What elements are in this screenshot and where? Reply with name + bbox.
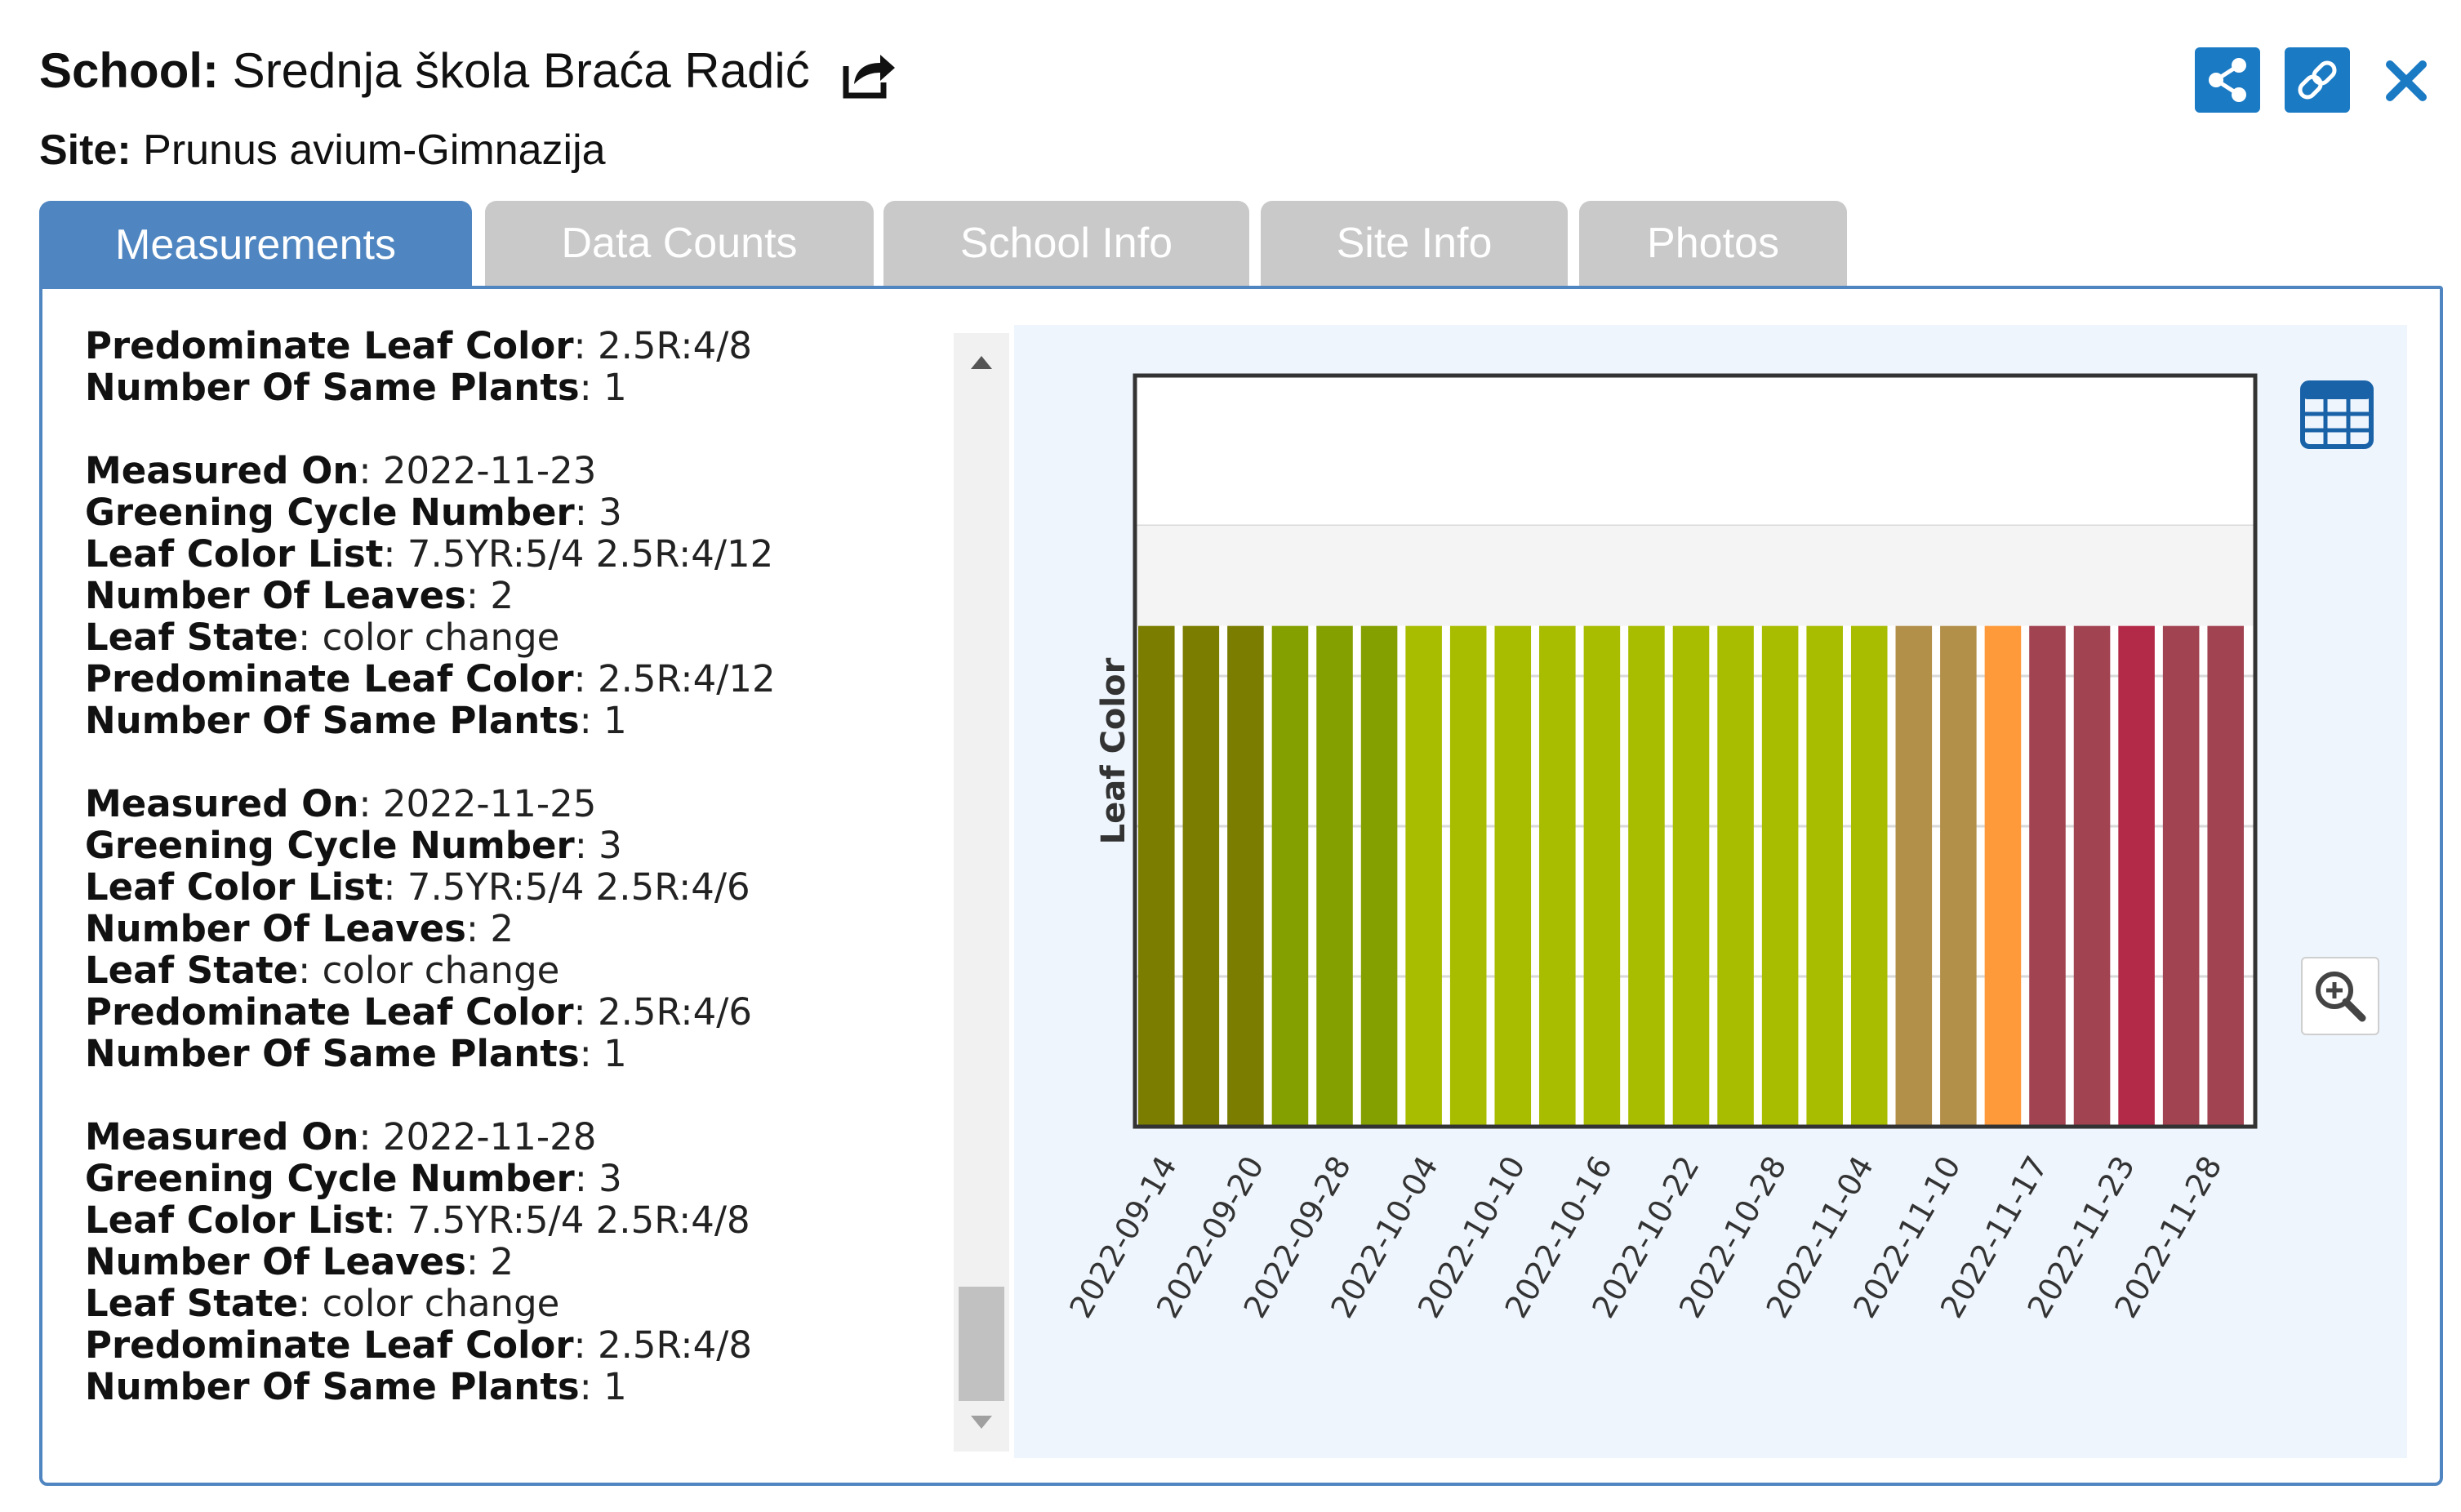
tab-school-info[interactable]: School Info: [883, 201, 1249, 286]
bar[interactable]: [1138, 625, 1175, 1127]
record-row: Number Of Leaves: 2: [85, 574, 514, 617]
tab-measurements[interactable]: Measurements: [39, 201, 472, 289]
school-label: School:: [39, 43, 219, 98]
scrollbar-thumb[interactable]: [959, 1287, 1004, 1401]
record-row: Predominate Leaf Color: 2.5R:4/8: [85, 1323, 753, 1367]
bar[interactable]: [1182, 625, 1220, 1127]
close-icon: [2386, 60, 2427, 101]
record-row: Predominate Leaf Color: 2.5R:4/8: [85, 325, 753, 367]
record-row: Measured On: 2022-11-23: [85, 449, 597, 492]
bar[interactable]: [1806, 625, 1843, 1127]
records-scrollbar[interactable]: [954, 333, 1009, 1452]
tab-data-counts[interactable]: Data Counts: [485, 201, 874, 286]
table-icon: [2300, 380, 2374, 449]
bar[interactable]: [1984, 625, 2022, 1127]
record-row: Greening Cycle Number: 3: [85, 1157, 622, 1200]
y-axis-label: Leaf Color: [1095, 657, 1133, 844]
record-row: Greening Cycle Number: 3: [85, 824, 622, 867]
bar[interactable]: [1494, 625, 1532, 1127]
site-label: Site:: [39, 127, 131, 174]
record-row: Leaf State: color change: [85, 1282, 560, 1325]
record: Predominate Leaf Color: 2.5R:4/8 Number …: [85, 325, 942, 408]
bars: [1138, 625, 2244, 1127]
leaf-color-chart: Leaf Color 2022-09-142022-09-202022-09-2…: [1062, 373, 2258, 1324]
record-row: Number Of Same Plants: 1: [85, 366, 627, 409]
bar[interactable]: [1360, 625, 1398, 1127]
bar[interactable]: [1316, 625, 1353, 1127]
record-row: Number Of Same Plants: 1: [85, 1365, 627, 1408]
bar[interactable]: [1761, 625, 1799, 1127]
table-view-button[interactable]: [2299, 377, 2374, 452]
link-icon: [2298, 60, 2337, 100]
record-row: Leaf Color List: 7.5YR:5/4 2.5R:4/6: [85, 865, 750, 909]
bar[interactable]: [1717, 625, 1754, 1127]
arrow-down-icon: [971, 1416, 992, 1429]
record: Measured On: 2022-11-28 Greening Cycle N…: [85, 1116, 942, 1407]
school-name: Srednja škola Braća Radić: [232, 43, 810, 98]
tab-photos[interactable]: Photos: [1579, 201, 1847, 286]
bar[interactable]: [2118, 625, 2155, 1127]
bar[interactable]: [1405, 625, 1442, 1127]
plot-band: [1135, 526, 2255, 626]
measurement-records: Predominate Leaf Color: 2.5R:4/8 Number …: [85, 325, 942, 1435]
zoom-button[interactable]: [2301, 957, 2379, 1035]
record-row: Predominate Leaf Color: 2.5R:4/6: [85, 990, 753, 1034]
scroll-down-button[interactable]: [954, 1398, 1009, 1447]
record: Measured On: 2022-11-25 Greening Cycle N…: [85, 783, 942, 1074]
record-row: Leaf Color List: 7.5YR:5/4 2.5R:4/12: [85, 532, 774, 576]
bar[interactable]: [1449, 625, 1487, 1127]
record-row: Number Of Same Plants: 1: [85, 1032, 627, 1075]
share-icon: [2209, 58, 2246, 102]
external-link-icon[interactable]: [841, 48, 898, 100]
record-row: Number Of Leaves: 2: [85, 1240, 514, 1283]
bar[interactable]: [1539, 625, 1576, 1127]
record-row: Leaf Color List: 7.5YR:5/4 2.5R:4/8: [85, 1198, 750, 1242]
bar[interactable]: [2207, 625, 2244, 1127]
bar[interactable]: [2073, 625, 2111, 1127]
x-tick-labels: 2022-09-142022-09-202022-09-282022-10-04…: [1062, 1150, 2229, 1324]
record-row: Measured On: 2022-11-28: [85, 1115, 597, 1158]
bar[interactable]: [1628, 625, 1665, 1127]
school-line: School: Srednja škola Braća Radić: [39, 42, 898, 100]
bar[interactable]: [1227, 625, 1264, 1127]
record-row: Measured On: 2022-11-25: [85, 782, 597, 825]
record-row: Number Of Same Plants: 1: [85, 699, 627, 742]
site-name: Prunus avium-Gimnazija: [143, 127, 606, 174]
scroll-up-button[interactable]: [954, 338, 1009, 387]
share-button[interactable]: [2195, 47, 2260, 113]
close-button[interactable]: [2378, 52, 2435, 109]
record: Measured On: 2022-11-23 Greening Cycle N…: [85, 450, 942, 741]
bar[interactable]: [1583, 625, 1621, 1127]
bar[interactable]: [1850, 625, 1888, 1127]
arrow-up-icon: [971, 356, 992, 369]
site-line: Site: Prunus avium-Gimnazija: [39, 126, 606, 175]
link-button[interactable]: [2285, 47, 2350, 113]
record-row: Predominate Leaf Color: 2.5R:4/12: [85, 657, 776, 700]
record-row: Number Of Leaves: 2: [85, 907, 514, 950]
record-row: Greening Cycle Number: 3: [85, 491, 622, 534]
record-row: Leaf State: color change: [85, 949, 560, 992]
bar[interactable]: [2029, 625, 2066, 1127]
plot-frame: [1133, 373, 2258, 1129]
bar[interactable]: [1672, 625, 1710, 1127]
bar[interactable]: [2162, 625, 2200, 1127]
tab-site-info[interactable]: Site Info: [1261, 201, 1568, 286]
bar[interactable]: [1271, 625, 1309, 1127]
bar[interactable]: [1940, 625, 1977, 1127]
record-row: Leaf State: color change: [85, 616, 560, 659]
bar[interactable]: [1895, 625, 1933, 1127]
zoom-in-icon: [2316, 972, 2366, 1022]
